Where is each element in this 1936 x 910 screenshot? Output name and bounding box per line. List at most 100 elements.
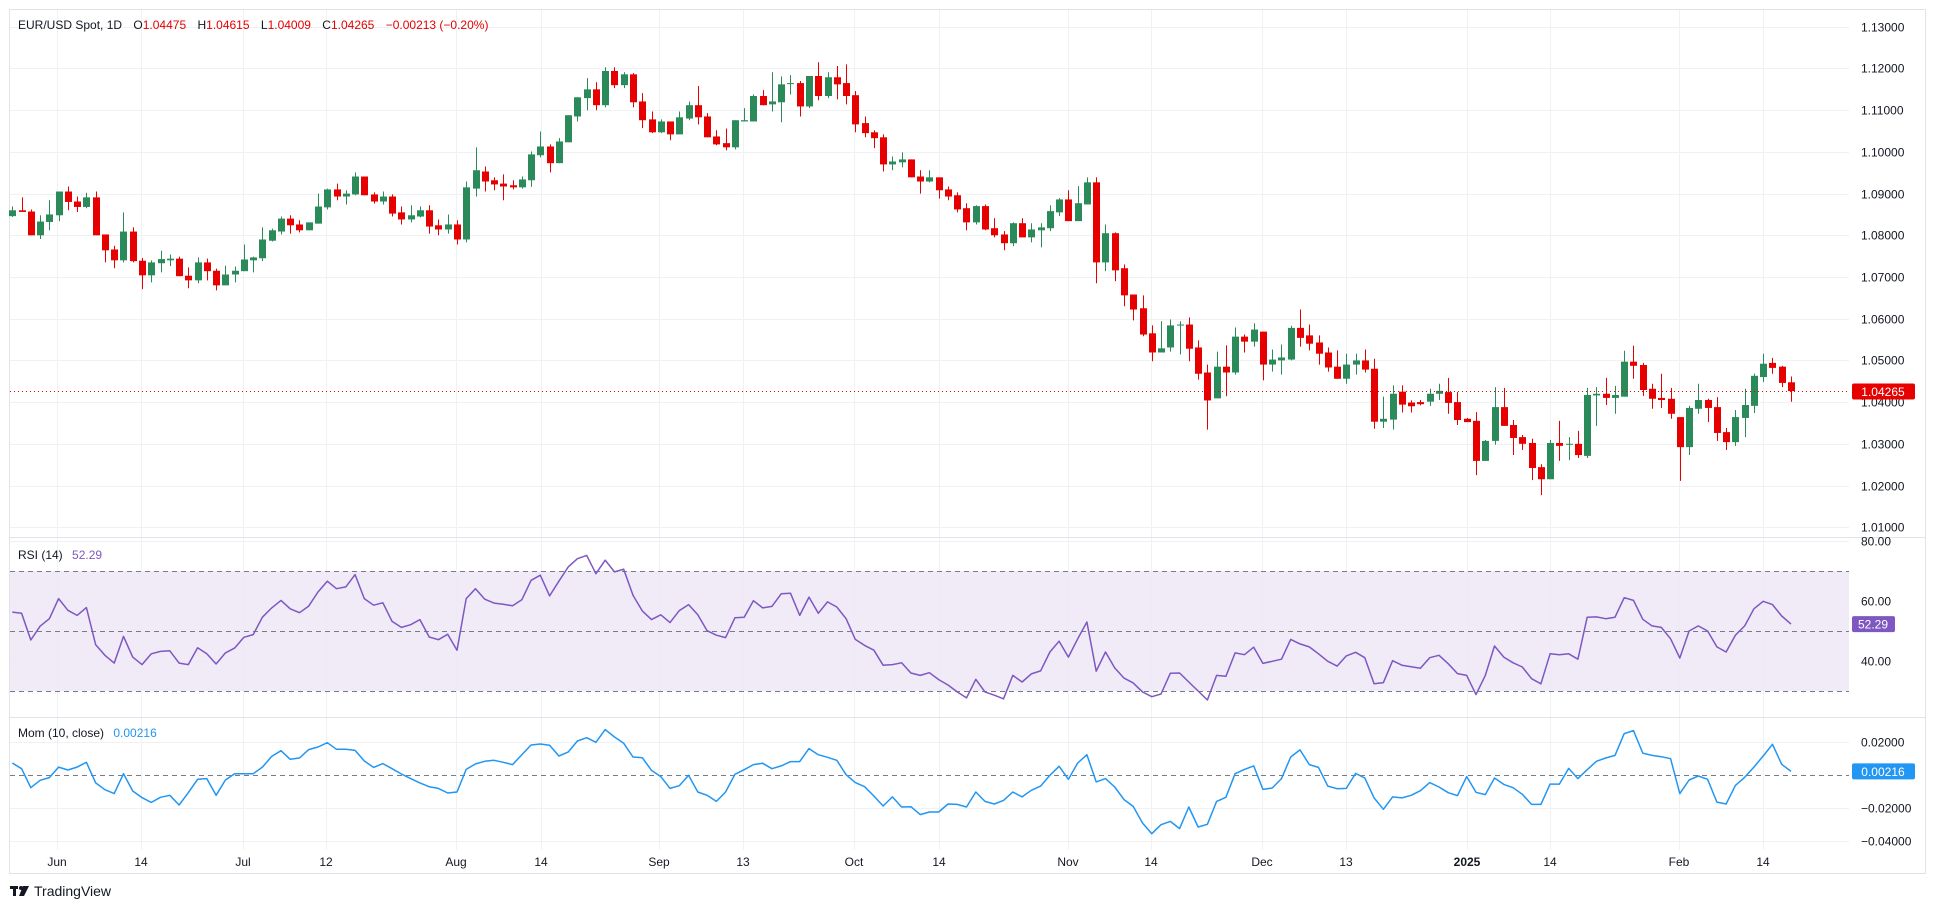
candle-down[interactable] <box>639 93 646 129</box>
candle-down[interactable] <box>1241 334 1248 353</box>
candle-down[interactable] <box>649 111 656 134</box>
candle-down[interactable] <box>1538 464 1545 496</box>
candle-up[interactable] <box>778 76 785 123</box>
candle-up[interactable] <box>1732 410 1739 446</box>
candle-up[interactable] <box>324 188 331 210</box>
candle-down[interactable] <box>1019 218 1026 238</box>
candle-down[interactable] <box>1362 349 1369 373</box>
candle-down[interactable] <box>1371 358 1378 429</box>
candle-down[interactable] <box>102 234 109 263</box>
candle-up[interactable] <box>380 191 387 205</box>
candle-down[interactable] <box>1454 392 1461 426</box>
candle-up[interactable] <box>584 78 591 111</box>
candle-up[interactable] <box>926 170 933 183</box>
candle-up[interactable] <box>806 76 813 109</box>
candle-down[interactable] <box>1714 397 1721 441</box>
candle-down[interactable] <box>1417 400 1424 406</box>
candle-down[interactable] <box>1408 400 1415 413</box>
candle-up[interactable] <box>1760 353 1767 383</box>
candle-up[interactable] <box>56 191 63 222</box>
candle-down[interactable] <box>1223 345 1230 397</box>
candle-down[interactable] <box>704 113 711 138</box>
candle-down[interactable] <box>917 170 924 194</box>
candle-up[interactable] <box>787 75 794 95</box>
candle-up[interactable] <box>1251 323 1258 347</box>
candle-up[interactable] <box>741 108 748 122</box>
candle-down[interactable] <box>1112 232 1119 282</box>
candle-down[interactable] <box>435 219 442 236</box>
candle-down[interactable] <box>74 196 81 212</box>
candle-up[interactable] <box>306 222 313 231</box>
candle-down[interactable] <box>862 116 869 138</box>
candle-up[interactable] <box>9 206 16 217</box>
candle-down[interactable] <box>630 73 637 108</box>
candle-down[interactable] <box>139 257 146 290</box>
candle-down[interactable] <box>334 183 341 201</box>
candle-down[interactable] <box>1575 430 1582 458</box>
candle-down[interactable] <box>176 256 183 277</box>
candle-up[interactable] <box>1566 437 1573 461</box>
candle-up[interactable] <box>565 115 572 143</box>
candle-down[interactable] <box>1334 350 1341 379</box>
candle-up[interactable] <box>825 72 832 99</box>
candle-up[interactable] <box>195 257 202 284</box>
candle-down[interactable] <box>982 204 989 231</box>
candle-up[interactable] <box>1482 440 1489 461</box>
candle-down[interactable] <box>19 197 26 212</box>
candle-up[interactable] <box>1686 405 1693 456</box>
candle-down[interactable] <box>1001 231 1008 251</box>
candle-up[interactable] <box>1547 440 1554 480</box>
candle-up[interactable] <box>973 205 980 225</box>
candle-down[interactable] <box>1260 331 1267 381</box>
candle-down[interactable] <box>1473 412 1480 476</box>
candle-up[interactable] <box>37 215 44 240</box>
candle-down[interactable] <box>936 177 943 199</box>
candle-down[interactable] <box>1325 347 1332 372</box>
candle-down[interactable] <box>908 159 915 178</box>
candle-up[interactable] <box>1612 385 1619 414</box>
candle-up[interactable] <box>1492 387 1499 445</box>
mom-legend[interactable]: Mom (10, close) 0.00216 <box>18 726 157 740</box>
candle-up[interactable] <box>1269 349 1276 372</box>
candle-down[interactable] <box>1297 309 1304 347</box>
candle-up[interactable] <box>417 206 424 218</box>
candle-down[interactable] <box>482 166 489 192</box>
candle-up[interactable] <box>1436 383 1443 401</box>
candle-down[interactable] <box>1204 364 1211 430</box>
candle-up[interactable] <box>1075 186 1082 222</box>
candle-down[interactable] <box>695 86 702 125</box>
candle-up[interactable] <box>250 256 257 273</box>
candle-down[interactable] <box>204 258 211 281</box>
candle-down[interactable] <box>1649 383 1656 409</box>
candle-up[interactable] <box>1751 373 1758 413</box>
candle-up[interactable] <box>83 192 90 209</box>
candle-down[interactable] <box>1640 362 1647 396</box>
candle-up[interactable] <box>445 214 452 234</box>
symbol-title[interactable]: EUR/USD Spot, 1D <box>18 18 122 32</box>
rsi-pane[interactable] <box>10 554 1849 701</box>
candle-up[interactable] <box>1038 223 1045 248</box>
candle-up[interactable] <box>1028 223 1035 243</box>
candle-down[interactable] <box>287 215 294 234</box>
candle-down[interactable] <box>760 90 767 106</box>
candle-up[interactable] <box>1695 383 1702 414</box>
candle-down[interactable] <box>1445 377 1452 414</box>
candle-down[interactable] <box>130 227 137 263</box>
candle-up[interactable] <box>676 111 683 135</box>
candle-down[interactable] <box>667 121 674 141</box>
candle-down[interactable] <box>213 268 220 291</box>
candle-down[interactable] <box>547 144 554 173</box>
candle-up[interactable] <box>1380 396 1387 428</box>
candle-down[interactable] <box>111 245 118 269</box>
candle-up[interactable] <box>528 151 535 187</box>
candle-down[interactable] <box>1723 427 1730 451</box>
candle-down[interactable] <box>296 220 303 233</box>
candle-up[interactable] <box>1343 353 1350 384</box>
candle-up[interactable] <box>1742 388 1749 438</box>
candle-up[interactable] <box>750 94 757 122</box>
candle-up[interactable] <box>556 138 563 164</box>
mom-pane[interactable] <box>10 728 1849 835</box>
candle-up[interactable] <box>769 72 776 112</box>
candle-up[interactable] <box>1232 327 1239 375</box>
candle-down[interactable] <box>1121 264 1128 307</box>
